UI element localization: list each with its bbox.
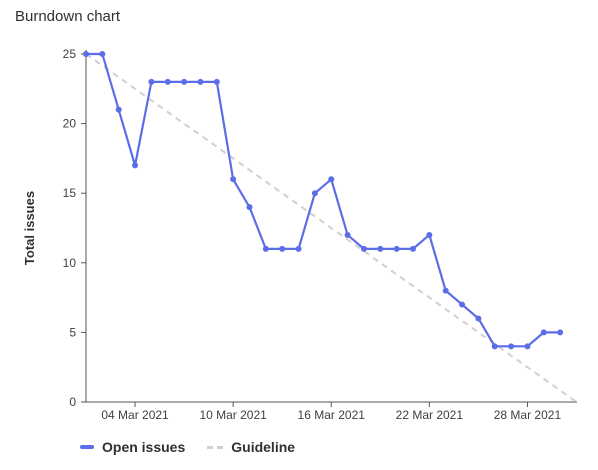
open-issues-data-point bbox=[83, 51, 89, 57]
y-tick-label: 20 bbox=[63, 117, 77, 131]
open-issues-data-point bbox=[459, 301, 466, 308]
open-issues-data-point bbox=[148, 78, 155, 85]
legend-label-open-issues: Open issues bbox=[102, 439, 186, 455]
y-tick-label: 10 bbox=[63, 256, 77, 270]
guideline-swatch bbox=[207, 445, 224, 449]
y-axis-title: Total issues bbox=[22, 191, 37, 265]
y-tick-label: 0 bbox=[69, 395, 76, 409]
x-tick-label: 10 Mar 2021 bbox=[199, 408, 267, 422]
open-issues-data-point bbox=[279, 245, 286, 252]
open-issues-data-point bbox=[132, 162, 139, 169]
open-issues-data-point bbox=[181, 78, 188, 85]
open-issues-data-point bbox=[230, 176, 237, 183]
open-issues-data-point bbox=[246, 204, 253, 211]
open-issues-data-point bbox=[508, 343, 515, 350]
open-issues-data-point bbox=[213, 78, 220, 85]
legend-open-issues[interactable]: Open issues bbox=[80, 439, 185, 455]
open-issues-data-point bbox=[262, 245, 269, 252]
open-issues-data-point bbox=[328, 176, 335, 183]
chart-legend: Open issues Guideline bbox=[80, 439, 317, 455]
open-issues-data-point bbox=[197, 78, 204, 85]
open-issues-data-point bbox=[540, 329, 547, 336]
y-tick-label: 15 bbox=[63, 186, 77, 200]
open-issues-series-line bbox=[86, 52, 561, 348]
open-issues-data-point bbox=[115, 106, 122, 113]
open-issues-data-point bbox=[99, 51, 106, 57]
legend-label-guideline: Guideline bbox=[231, 439, 296, 455]
open-issues-data-point bbox=[491, 343, 498, 350]
y-tick-label: 25 bbox=[63, 47, 77, 61]
chart-title: Burndown chart bbox=[15, 8, 121, 25]
open-issues-data-point bbox=[410, 245, 416, 252]
open-issues-data-point bbox=[475, 315, 482, 322]
open-issues-data-point bbox=[426, 231, 433, 238]
x-tick-label: 22 Mar 2021 bbox=[396, 408, 464, 422]
y-tick-label: 5 bbox=[69, 325, 76, 339]
guideline-series-line bbox=[85, 53, 578, 403]
open-issues-data-point bbox=[524, 343, 531, 350]
open-issues-data-point bbox=[377, 245, 384, 252]
x-tick-label: 04 Mar 2021 bbox=[101, 408, 169, 422]
open-issues-data-point bbox=[557, 329, 564, 336]
x-tick-label: 16 Mar 2021 bbox=[298, 408, 366, 422]
open-issues-data-point bbox=[360, 245, 367, 252]
open-issues-data-point bbox=[442, 287, 449, 294]
open-issues-data-point bbox=[164, 78, 171, 85]
open-issues-swatch bbox=[80, 445, 94, 449]
open-issues-data-point bbox=[311, 190, 318, 197]
open-issues-data-point bbox=[344, 231, 351, 238]
legend-guideline[interactable]: Guideline bbox=[207, 439, 295, 455]
x-tick-label: 28 Mar 2021 bbox=[494, 408, 562, 422]
open-issues-data-point bbox=[295, 245, 302, 252]
open-issues-data-point bbox=[393, 245, 400, 252]
